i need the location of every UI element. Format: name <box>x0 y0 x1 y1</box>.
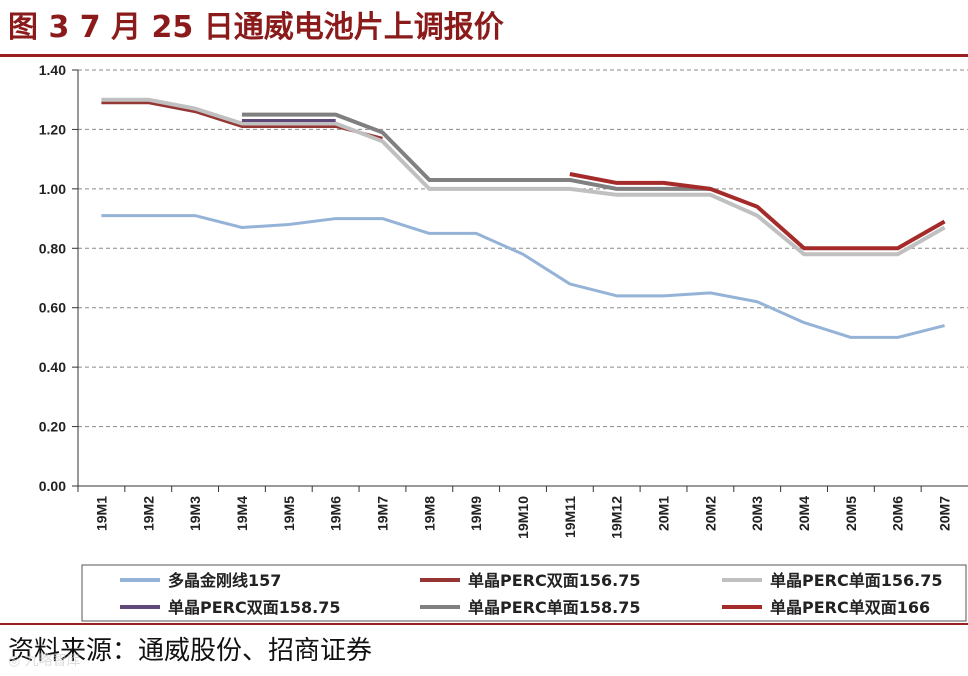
y-tick-label: 0.00 <box>39 478 66 494</box>
x-tick-label: 19M9 <box>468 496 484 531</box>
watermark: ◎ 九略智库 <box>8 653 81 669</box>
x-tick-label: 19M8 <box>421 496 437 531</box>
x-tick-label: 20M7 <box>937 496 953 531</box>
x-tick-label: 20M4 <box>796 496 812 531</box>
y-tick-label: 0.80 <box>39 240 66 256</box>
x-tick-label: 20M2 <box>702 496 718 531</box>
x-tick-label: 20M3 <box>749 496 765 531</box>
source-note: 资料来源：通威股份、招商证券 <box>8 636 373 666</box>
legend-label: 多晶金刚线157 <box>168 571 281 590</box>
y-tick-label: 0.60 <box>39 300 66 316</box>
y-tick-label: 1.20 <box>39 121 66 137</box>
x-tick-label: 19M6 <box>328 496 344 531</box>
axes: 0.00 0.20 0.40 0.60 0.80 1.00 1.20 1.40 19M1 19M2… <box>39 62 968 539</box>
x-tick-label: 20M6 <box>890 496 906 531</box>
x-tick-label: 19M5 <box>281 496 297 531</box>
x-tick-label: 19M10 <box>515 496 531 539</box>
x-tick-label: 20M5 <box>843 496 859 531</box>
legend-box <box>81 564 967 622</box>
title-divider <box>0 54 968 57</box>
x-tick-label: 19M7 <box>374 496 390 531</box>
legend-label: 单晶PERC单面156.75 <box>770 571 942 590</box>
series-line-0 <box>101 214 945 339</box>
series-line-5 <box>569 172 946 251</box>
x-tick-label: 19M4 <box>234 496 250 531</box>
x-tick-label: 19M11 <box>562 496 578 538</box>
series-lines <box>101 97 946 339</box>
page-title: 图 3 7 月 25 日通威电池片上调报价 <box>8 10 504 45</box>
legend-label: 单晶PERC单双面166 <box>770 598 930 617</box>
x-tick-label: 19M12 <box>609 496 625 539</box>
x-tick-label: 20M1 <box>656 496 672 531</box>
legend-label: 单晶PERC双面158.75 <box>168 598 340 617</box>
legend: 多晶金刚线157 单晶PERC双面156.75 单晶PERC单面156.75 单晶PE… <box>81 564 967 622</box>
legend-label: 单晶PERC双面156.75 <box>468 571 640 590</box>
source-divider <box>0 623 968 625</box>
y-tick-label: 0.40 <box>39 359 66 375</box>
y-tick-label: 1.40 <box>39 62 66 78</box>
y-tick-label: 0.20 <box>39 419 66 435</box>
y-tick-label: 1.00 <box>39 181 66 197</box>
legend-label: 单晶PERC单面158.75 <box>468 598 640 617</box>
x-tick-label: 19M2 <box>140 496 156 531</box>
x-tick-label: 19M1 <box>93 496 109 531</box>
x-tick-label: 19M3 <box>187 496 203 531</box>
